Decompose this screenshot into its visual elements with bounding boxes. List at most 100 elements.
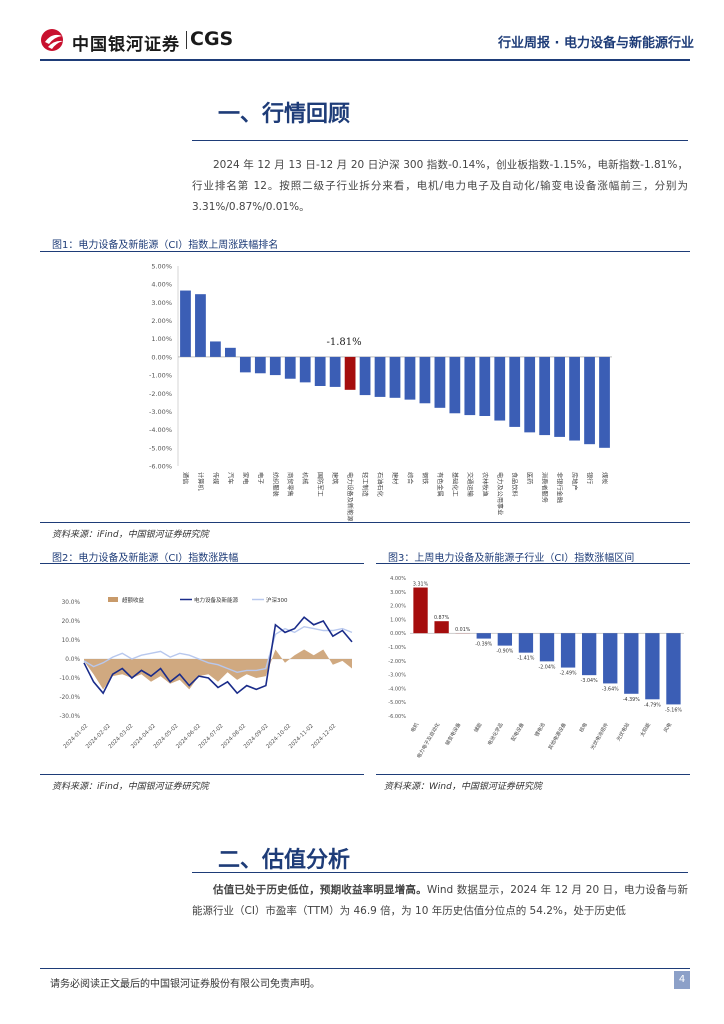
bar-18 <box>449 356 461 414</box>
x-tick-label: 核电 <box>578 722 589 734</box>
header-divider <box>40 59 690 61</box>
data-label-2: 0.01% <box>455 627 471 633</box>
footer-disclaimer: 请务必阅读正文最后的中国银河证券股份有限公司免责声明。 <box>50 979 320 990</box>
data-label-6: -2.04% <box>539 664 556 670</box>
x-tick-label: 纺织服装 <box>271 472 279 497</box>
x-tick-label: 其他电源设备 <box>547 722 568 751</box>
y-tick-label: -10.0% <box>59 676 80 682</box>
bar-5 <box>254 356 266 374</box>
y-tick-label: 3.00% <box>390 590 406 596</box>
y-tick-label: -2.00% <box>149 390 172 398</box>
x-tick-label: 轻工制造 <box>361 472 369 497</box>
hs300-line <box>83 625 353 674</box>
x-tick-label: 风电 <box>662 722 673 734</box>
bar-4 <box>497 633 513 646</box>
y-tick-label: -5.00% <box>388 700 406 706</box>
y-tick-label: -5.00% <box>149 444 172 452</box>
bar-26 <box>569 356 580 441</box>
x-tick-label: 电子 <box>256 472 264 484</box>
figure1-top-rule <box>40 251 690 252</box>
legend-label-1: 电力设备及新能源 <box>194 596 239 604</box>
figure2-title: 图2：电力设备及新能源（CI）指数涨跌幅 <box>52 553 239 564</box>
bar-1 <box>195 294 206 357</box>
x-tick-label: 银行 <box>586 472 594 484</box>
brand-name-en: CGS <box>190 28 234 50</box>
y-tick-label: 3.00% <box>151 299 172 307</box>
y-tick-label: 10.0% <box>62 638 81 644</box>
figure2-bottom-rule <box>40 774 364 775</box>
x-tick-label: 钢铁 <box>421 472 429 484</box>
index-performance-chart: 30.0% 20.0% 10.0% 0.0% -10.0% -20.0% -30.0% 超额收… <box>59 596 353 750</box>
y-tick-label: 0.0% <box>65 657 80 663</box>
bar-2 <box>210 341 221 357</box>
bar-8 <box>299 356 311 383</box>
bar-7 <box>560 633 576 668</box>
x-tick-label: 计算机 <box>196 472 204 491</box>
x-tick-label: 电力及公用事业 <box>496 472 504 515</box>
x-tick-label: 石油石化 <box>376 472 384 497</box>
data-label-4: -0.90% <box>496 649 513 655</box>
bar-14 <box>389 356 401 398</box>
bar-13 <box>374 356 386 397</box>
x-tick-label: 光伏电池组件 <box>589 722 610 751</box>
y-tick-label: -1.00% <box>388 645 406 651</box>
x-tick-label: 综合 <box>406 472 414 484</box>
excess-return-area <box>84 649 352 690</box>
x-tick-label: 传媒 <box>211 472 219 485</box>
bar-20 <box>479 356 491 416</box>
highlight-data-label: -1.81% <box>327 337 362 348</box>
x-tick-label: 电机 <box>409 722 420 734</box>
valuation-paragraph: 估值已处于历史低位，预期收益率明显增高。Wind 数据显示，2024 年 12 … <box>192 880 688 922</box>
x-tick-label: 锂电池 <box>533 722 547 739</box>
bar-4 <box>239 356 251 373</box>
x-tick-label: 煤炭 <box>601 472 609 484</box>
bar-28 <box>599 356 610 448</box>
figure3-top-rule <box>376 563 690 564</box>
x-tick-label: 家电 <box>241 472 249 484</box>
valuation-body: Wind 数据显示，2024 年 12 月 20 日，电力设备与新能源行业（CI… <box>192 884 689 917</box>
x-tick-label: 消费者服务 <box>541 472 549 503</box>
y-tick-label: 5.00% <box>151 263 172 271</box>
x-tick-label: 房地产 <box>571 472 579 491</box>
data-label-9: -3.64% <box>602 686 619 692</box>
x-tick-label: 基础化工 <box>451 472 459 497</box>
figure3-bottom-rule <box>376 774 690 775</box>
brand-separator <box>186 31 187 49</box>
bar-6 <box>269 356 281 376</box>
bar-21 <box>494 356 506 421</box>
y-tick-label: -20.0% <box>59 695 80 701</box>
x-tick-label: 配电设备 <box>510 722 526 743</box>
section-divider <box>192 140 688 141</box>
bar-8 <box>581 633 597 676</box>
x-tick-label: 食品饮料 <box>511 472 519 497</box>
brand-logo-icon <box>41 29 63 51</box>
x-tick-label: 有色金属 <box>436 472 444 497</box>
bar-11 <box>344 356 356 390</box>
y-tick-label: -6.00% <box>149 463 172 471</box>
brand-name-cn: 中国银河证券 <box>72 35 180 55</box>
bar-3 <box>224 347 236 357</box>
bar-23 <box>524 356 536 433</box>
figure1-source: 资料来源：iFind，中国银河证券研究院 <box>52 530 209 540</box>
y-tick-label: -4.00% <box>149 426 172 434</box>
y-tick-label: 1.00% <box>390 617 406 623</box>
market-review-paragraph: 2024 年 12 月 13 日-12 月 20 日沪深 300 指数-0.14… <box>192 159 688 213</box>
y-tick-label: 0.00% <box>390 631 406 637</box>
bar-16 <box>419 356 431 404</box>
bar-24 <box>539 356 551 436</box>
figure3-source: 资料来源：Wind，中国银河证券研究院 <box>384 782 542 792</box>
x-tick-label: 商贸零售 <box>286 472 294 497</box>
bar-19 <box>464 356 476 416</box>
bar-7 <box>284 356 296 379</box>
figure1-bottom-rule <box>40 522 690 523</box>
y-tick-label: 1.00% <box>151 335 172 343</box>
figure2-top-rule <box>40 563 364 564</box>
x-tick-label: 输变电设备 <box>444 722 463 747</box>
y-tick-label: -4.00% <box>388 686 406 692</box>
x-tick-label: 农林牧渔 <box>481 472 489 497</box>
x-tick-label: 电池化学品 <box>486 722 505 747</box>
x-tick-label: 建筑 <box>331 472 339 485</box>
bar-27 <box>584 356 595 445</box>
y-tick-label: 0.00% <box>151 353 172 361</box>
power-equipment-line <box>83 616 353 695</box>
